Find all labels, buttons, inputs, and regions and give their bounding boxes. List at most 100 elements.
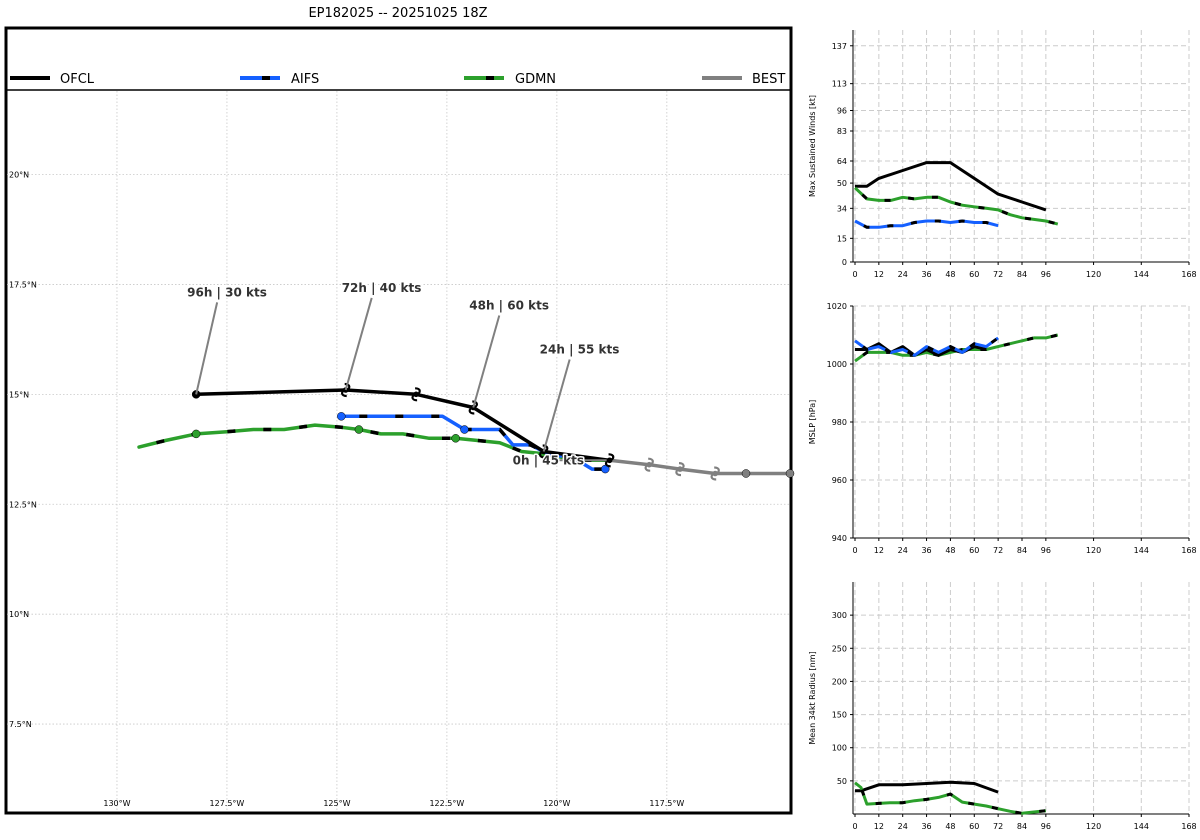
series-dashes-gdmn [853, 186, 1059, 226]
annotation-label: 24h | 55 kts [540, 343, 620, 357]
y-tick-label: 200 [832, 677, 847, 686]
legend-item-best: BEST [702, 72, 785, 87]
storm-symbol [411, 387, 421, 402]
x-tick-label: 0 [852, 270, 857, 279]
figure-title: EP182025 -- 20251025 18Z [308, 6, 487, 21]
y-tick-label: 1000 [827, 360, 847, 369]
legend-item-gdmn: GDMN [464, 72, 556, 87]
y-tick-label: 15 [837, 234, 847, 243]
x-tick-label: 96 [1041, 546, 1051, 555]
y-tick-label: 1020 [827, 302, 847, 311]
y-tick-label: 34 [837, 204, 847, 213]
x-tick-label: 0 [852, 546, 857, 555]
legend-item-ofcl: OFCL [10, 72, 95, 87]
y-tick-label: 50 [837, 777, 847, 786]
map-legend: OFCL AIFS GDMN BEST [10, 72, 785, 87]
track-point-best [741, 469, 751, 478]
legend-label-best: BEST [752, 72, 785, 87]
x-tick-label: 120 [1086, 546, 1101, 555]
annotation-leader [195, 302, 219, 395]
x-tick-label: 144 [1134, 270, 1149, 279]
x-tick-label: 84 [1017, 270, 1027, 279]
x-tick-label: 48 [945, 546, 955, 555]
x-tick-label: 12 [874, 546, 884, 555]
legend-label-gdmn: GDMN [515, 72, 556, 87]
track-point-best [785, 469, 795, 478]
track-point-aifs [337, 412, 346, 421]
x-tick-label: 96 [1041, 270, 1051, 279]
series-dashes-aifs [854, 336, 999, 358]
x-tick-label: 12 [874, 270, 884, 279]
mslp-panel: 0 12 24 36 48 60 72 84 96 120 144 168 940 960 980 1000 1… [808, 302, 1197, 555]
y-tick-label: 137 [832, 42, 847, 51]
x-tick-label: 120 [1086, 270, 1101, 279]
series-dashes-gdmn [854, 781, 1047, 815]
track-point-gdmn [451, 434, 460, 443]
annotation-label: 48h | 60 kts [469, 299, 549, 313]
x-tick-label: 60 [969, 822, 979, 831]
x-tick-label: 0 [852, 822, 857, 831]
annotation-leader [344, 297, 373, 391]
track-best [607, 458, 792, 476]
y-tick-label: 250 [832, 644, 847, 653]
y-tick-label: 0 [842, 258, 847, 267]
radius-panel: 0 12 24 36 48 60 72 84 96 120 144 168 50 100 150 200 250… [808, 582, 1197, 831]
lon-tick-label: 122.5°W [429, 799, 464, 808]
y-axis-label: MSLP [hPa] [808, 400, 817, 444]
lat-tick-label: 12.5°N [9, 500, 37, 509]
track-point-gdmn [191, 429, 201, 439]
storm-symbol-center [646, 461, 652, 468]
lon-tick-label: 117.5°W [649, 799, 684, 808]
lon-tick-label: 125°W [323, 799, 350, 808]
map-annotations: 0h | 45 kts 24h | 55 kts 48h | 60 kts 72h |… [186, 279, 621, 468]
track-dashes-aifs [341, 414, 606, 471]
x-tick-label: 72 [993, 270, 1003, 279]
x-tick-label: 24 [898, 822, 908, 831]
storm-symbol-center [712, 470, 718, 477]
x-tick-label: 60 [969, 270, 979, 279]
x-tick-label: 48 [945, 270, 955, 279]
x-tick-label: 36 [921, 822, 931, 831]
series-line-aifs [854, 219, 999, 229]
annotation-leader [472, 315, 501, 408]
lat-tick-label: 7.5°N [9, 720, 32, 729]
lat-tick-label: 17.5°N [9, 280, 37, 289]
y-tick-label: 50 [837, 179, 847, 188]
map-tick-labels: 130°W 127.5°W 125°W 122.5°W 120°W 117.5°W 7.5°… [9, 171, 684, 808]
x-tick-label: 60 [969, 546, 979, 555]
legend-item-aifs: AIFS [240, 72, 319, 87]
y-tick-label: 83 [837, 127, 847, 136]
x-tick-label: 48 [945, 822, 955, 831]
y-tick-label: 940 [832, 534, 847, 543]
x-tick-label: 144 [1134, 822, 1149, 831]
x-tick-label: 120 [1086, 822, 1101, 831]
y-tick-label: 100 [832, 744, 847, 753]
x-tick-label: 12 [874, 822, 884, 831]
annotation-label: 0h | 45 kts [513, 453, 584, 467]
map-panel: OFCL AIFS GDMN BEST 130°W 127.5°W 125°W 122… [4, 26, 795, 815]
y-axis-label: Max Sustained Winds [kt] [808, 95, 817, 197]
x-tick-label: 84 [1017, 546, 1027, 555]
track-ofcl [194, 388, 612, 463]
y-tick-label: 113 [832, 80, 847, 89]
wind-panel: 0 12 24 36 48 60 72 84 96 120 144 168 0 15 34 50 64 83 96 1… [808, 30, 1197, 279]
lon-tick-label: 130°W [103, 799, 130, 808]
lat-tick-label: 10°N [9, 610, 29, 619]
x-tick-label: 36 [921, 546, 931, 555]
y-tick-label: 960 [832, 476, 847, 485]
map-tracks [137, 382, 795, 481]
track-dashes-gdmn [138, 423, 610, 463]
series-line-ofcl [855, 161, 1047, 212]
storm-symbol-center [413, 391, 419, 398]
series-line-ofcl [855, 780, 999, 794]
y-tick-label: 980 [832, 418, 847, 427]
y-tick-label: 64 [837, 157, 847, 166]
lat-tick-label: 20°N [9, 171, 29, 180]
x-tick-label: 168 [1181, 270, 1196, 279]
y-tick-label: 150 [832, 711, 847, 720]
map-gridlines [7, 91, 790, 812]
lat-tick-label: 15°N [9, 390, 29, 399]
annotation-leader [542, 359, 571, 452]
x-tick-label: 84 [1017, 822, 1027, 831]
